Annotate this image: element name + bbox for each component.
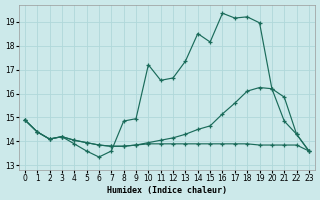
X-axis label: Humidex (Indice chaleur): Humidex (Indice chaleur): [107, 186, 227, 195]
